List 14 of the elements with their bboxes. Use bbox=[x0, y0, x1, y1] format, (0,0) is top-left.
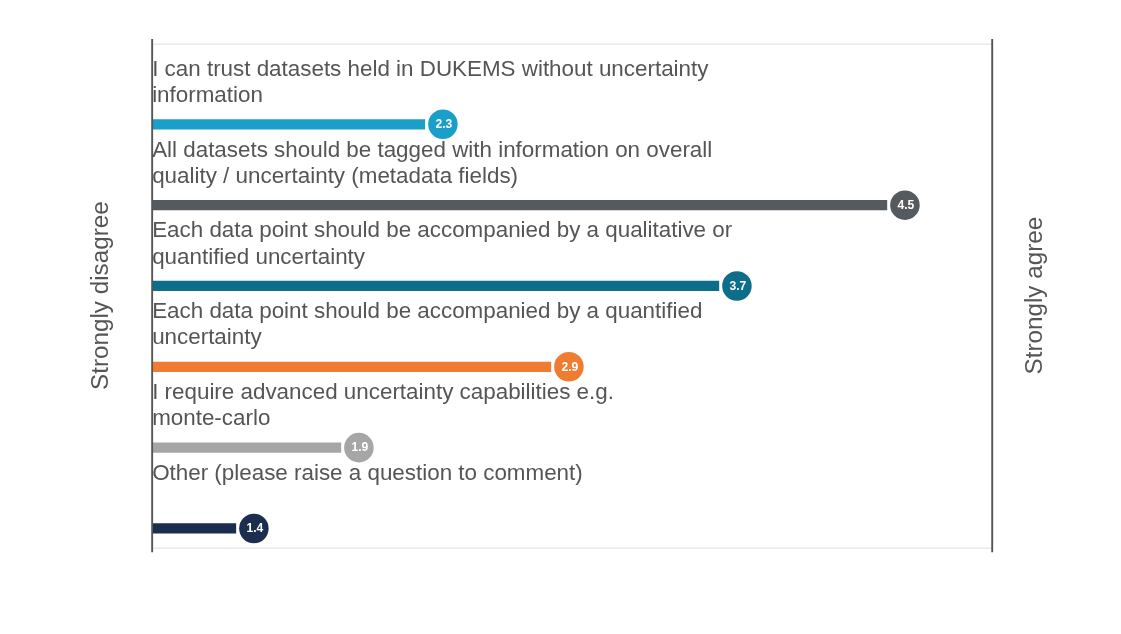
y-tick-label: Each data point should be accompanied by a quantified uncertainty bbox=[152, 298, 703, 350]
y-tick-label: I can trust datasets held in DUKEMS without uncertainty information bbox=[152, 55, 710, 107]
data-label: 1.9 bbox=[351, 440, 369, 455]
text: Strongly disagree bbox=[86, 201, 114, 391]
text: Strongly agree bbox=[1019, 216, 1047, 375]
y-tick-label: All datasets should be tagged with information on overall quality / uncertainty (metadata fields) bbox=[152, 136, 713, 188]
y-tick-label: Each data point should be accompanied by a qualitative or quantified uncertainty bbox=[152, 217, 733, 269]
data-label: 1.4 bbox=[246, 521, 264, 536]
data-label: 2.9 bbox=[561, 359, 579, 374]
y-tick-label: Other (please raise a question to comment) bbox=[152, 459, 583, 485]
data-label: 3.7 bbox=[729, 278, 747, 293]
y-tick-label: I require advanced uncertainty capabilities e.g. monte-carlo bbox=[152, 379, 614, 431]
data-label: 2.3 bbox=[435, 117, 453, 132]
data-label: 4.5 bbox=[897, 197, 915, 212]
